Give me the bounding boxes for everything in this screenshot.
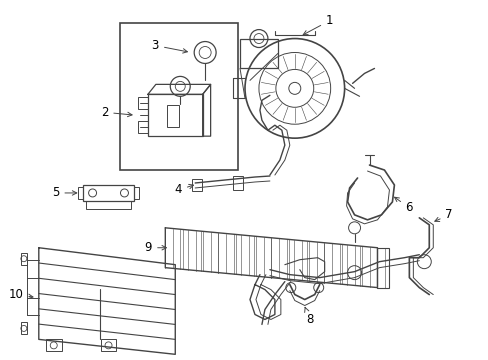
Bar [138, 121, 147, 133]
Bar [21, 253, 27, 265]
Bar [82, 185, 134, 201]
Bar [134, 187, 139, 199]
Bar [120, 23, 238, 170]
Text: 10: 10 [8, 288, 33, 301]
Bar [101, 339, 116, 351]
Text: 9: 9 [144, 241, 166, 254]
Bar [240, 39, 277, 68]
Bar [46, 339, 61, 351]
Text: 6: 6 [394, 197, 412, 215]
Text: 2: 2 [101, 106, 132, 119]
Text: 4: 4 [174, 184, 193, 197]
Bar [147, 94, 202, 136]
Text: 1: 1 [303, 14, 333, 35]
Bar [192, 179, 202, 191]
Text: 5: 5 [52, 186, 77, 199]
Text: 3: 3 [151, 39, 187, 53]
Bar [85, 201, 131, 209]
Bar [138, 97, 147, 109]
Bar [21, 323, 27, 334]
Bar [167, 105, 179, 127]
Bar [78, 187, 82, 199]
Text: 8: 8 [304, 307, 313, 326]
Bar [377, 248, 388, 288]
Text: 7: 7 [434, 208, 452, 221]
Bar [233, 176, 243, 190]
